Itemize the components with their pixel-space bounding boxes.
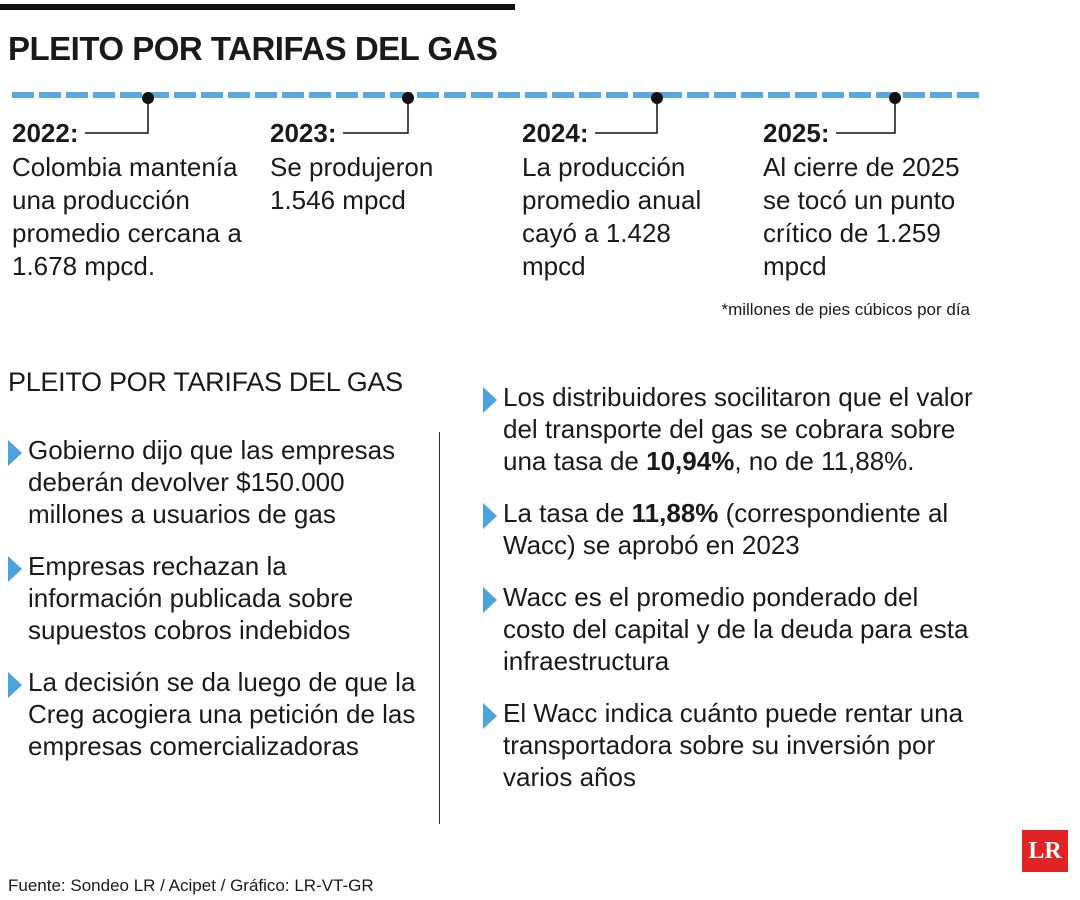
bullet-arrow [8,672,22,698]
bullet-item: El Wacc indica cuánto puede rentar una t… [483,697,983,793]
timeline-text: Se produjeron 1.546 mpcd [270,152,434,215]
connector [343,98,409,134]
connector [595,98,658,134]
bullet-text: Empresas rechazan la información publica… [28,551,354,645]
top-bar [0,4,515,10]
year: 2023: [270,118,337,148]
source: Fuente: Sondeo LR / Acipet / Gráfico: LR… [8,876,374,895]
bullet-text: La decisión se da luego de que la Creg a… [28,667,416,761]
bullet-text: La tasa de [503,498,632,528]
timeline-dot [402,92,414,104]
bullet-item: Los distribuidores socilitaron que el va… [483,381,983,477]
connector [85,98,149,134]
timeline-dot [889,92,901,104]
bullet-arrow [8,556,22,582]
bullet-item: Empresas rechazan la información publica… [8,550,428,646]
timeline-dot [142,92,154,104]
timeline-text: Al cierre de 2025 se tocó un punto críti… [763,152,960,281]
bullet-text: Wacc es el promedio ponderado del costo … [503,582,969,676]
bullet-arrow [483,587,497,613]
section-title: PLEITO POR TARIFAS DEL GAS [8,367,403,397]
year: 2024: [522,118,589,148]
year: 2022: [12,118,79,148]
timeline-graphic [0,4,980,134]
bullet-text: (correspondiente al Wacc) se aprobó en 2… [503,498,949,560]
footnote: *millones de pies cúbicos por día [721,300,970,319]
bullet-arrow [483,387,497,413]
bullet-item: Wacc es el promedio ponderado del costo … [483,581,983,677]
bullet-arrow [483,503,497,529]
timeline-text: Colombia mantenía una producción promedi… [12,152,242,281]
timeline-dot [651,92,663,104]
bullet-arrow [8,440,22,466]
year: 2025: [763,118,830,148]
bullet-text: Los distribuidores socilitaron que el va… [503,382,973,476]
bullet-item: La tasa de 11,88% (correspondiente al Wa… [483,497,983,561]
bullet-text: El Wacc indica cuánto puede rentar una t… [503,698,964,792]
title: PLEITO POR TARIFAS DEL GAS [8,30,498,67]
bullet-item: La decisión se da luego de que la Creg a… [8,666,428,762]
connector [836,98,896,134]
bullet-text: 11,88% [631,498,719,528]
bullet-text: Gobierno dijo que las empresas deberán d… [28,435,396,529]
bullet-item: Gobierno dijo que las empresas deberán d… [8,434,428,530]
bullet-arrow [483,703,497,729]
left-column: Gobierno dijo que las empresas deberán d… [8,434,428,782]
divider [439,432,440,824]
timeline-text: La producción promedio anual cayó a 1.42… [522,152,702,281]
bullet-text: , no de 11,88%. [734,446,915,476]
bullet-text: 10,94% [646,446,735,476]
logo: LR [1022,830,1068,872]
right-column: Los distribuidores socilitaron que el va… [483,381,983,813]
